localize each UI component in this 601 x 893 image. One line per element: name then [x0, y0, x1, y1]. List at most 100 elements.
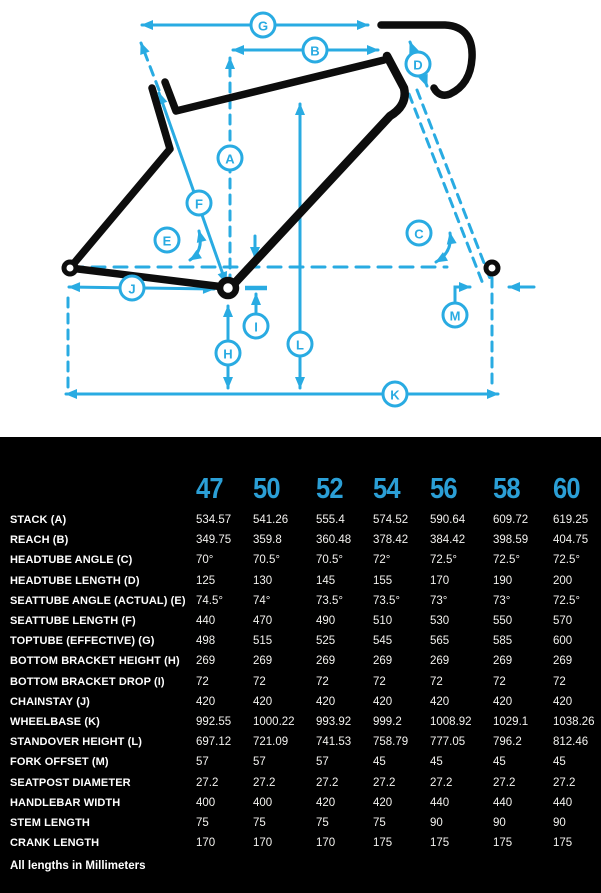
row-label: REACH (B) [10, 534, 69, 547]
cell-value: 349.75 [196, 534, 232, 547]
cell-value: 570 [553, 615, 573, 628]
cell-value: 574.52 [373, 514, 409, 527]
cell-value: 420 [373, 695, 393, 708]
marker-letter-e: E [163, 234, 172, 249]
cell-value: 269 [373, 655, 393, 668]
cell-value: 992.55 [196, 715, 232, 728]
cell-value: 600 [553, 635, 573, 648]
cell-value: 70.5° [253, 554, 280, 567]
cell-value: 269 [253, 655, 273, 668]
geometry-diagram-svg: G B A D F E C [61, 11, 536, 408]
cell-value: 72 [316, 675, 329, 688]
cell-value: 777.05 [430, 736, 466, 749]
cell-value: 72 [373, 675, 386, 688]
cell-value: 420 [196, 695, 216, 708]
cell-value: 420 [253, 695, 273, 708]
cell-value: 534.57 [196, 514, 232, 527]
marker-letter-i: I [254, 320, 258, 335]
cell-value: 515 [253, 635, 273, 648]
cell-value: 510 [373, 615, 393, 628]
size-column-header: 47 [196, 472, 224, 505]
cell-value: 73.5° [316, 594, 343, 607]
cell-value: 72.5° [553, 554, 580, 567]
cell-value: 440 [553, 796, 573, 809]
seattube-measure-f [157, 91, 228, 285]
cell-value: 170 [430, 574, 450, 587]
table-row: SEATPOST DIAMETER 27.2 27.2 27.2 27.2 27.2 27.… [10, 772, 591, 792]
marker-toptube-g: G [249, 11, 277, 39]
cell-value: 57 [253, 756, 266, 769]
cell-value: 72° [373, 554, 391, 567]
cell-value: 400 [253, 796, 273, 809]
letter-markers: G B A D F E C [118, 11, 469, 408]
marker-letter-f: F [195, 197, 203, 212]
table-row: CRANK LENGTH 170 170 170 175 175 175 175 [10, 833, 591, 853]
cell-value: 73.5° [373, 594, 400, 607]
row-label: BOTTOM BRACKET HEIGHT (H) [10, 655, 180, 668]
table-row: HEADTUBE ANGLE (C) 70° 70.5° 70.5° 72° 72.5° 7… [10, 550, 591, 570]
steering-axis-dashed-2 [415, 88, 493, 283]
cell-value: 175 [553, 837, 573, 850]
row-label: FORK OFFSET (M) [10, 756, 109, 769]
table-row: BOTTOM BRACKET DROP (I) 72 72 72 72 72 72 72 [10, 672, 591, 692]
cell-value: 269 [196, 655, 216, 668]
cell-value: 170 [316, 837, 336, 850]
marker-bbheight-h: H [214, 339, 242, 367]
table-body: STACK (A) 534.57 541.26 555.4 574.52 590.64 60… [10, 510, 595, 853]
chainstay-tube [66, 264, 228, 291]
cell-value: 498 [196, 635, 216, 648]
cell-value: 27.2 [316, 776, 339, 789]
cell-value: 72.5° [553, 594, 580, 607]
marker-headtube-length-d: D [404, 50, 432, 78]
row-label: WHEELBASE (K) [10, 715, 100, 728]
cell-value: 45 [373, 756, 386, 769]
row-label: HEADTUBE LENGTH (D) [10, 574, 140, 587]
cell-value: 541.26 [253, 514, 289, 527]
marker-letter-d: D [413, 58, 422, 73]
cell-value: 175 [373, 837, 393, 850]
headtube-angle-arc-c [434, 231, 457, 264]
cell-value: 555.4 [316, 514, 345, 527]
cell-value: 440 [196, 615, 216, 628]
table-row: STEM LENGTH 75 75 75 75 90 90 90 [10, 813, 591, 833]
table-row: FORK OFFSET (M) 57 57 57 45 45 45 45 [10, 752, 591, 772]
cell-value: 57 [316, 756, 329, 769]
cell-value: 721.09 [253, 736, 289, 749]
cell-value: 155 [373, 574, 393, 587]
row-label: SEATTUBE LENGTH (F) [10, 615, 136, 628]
marker-chainstay-j: J [118, 274, 146, 302]
cell-value: 545 [373, 635, 393, 648]
cell-value: 420 [373, 796, 393, 809]
cell-value: 269 [430, 655, 450, 668]
cell-value: 440 [493, 796, 513, 809]
cell-value: 27.2 [493, 776, 516, 789]
cell-value: 812.46 [553, 736, 589, 749]
geometry-table: 47 50 52 54 56 58 60 STACK (A) 534.57 541.26 555.… [0, 437, 601, 893]
cell-value: 70° [196, 554, 214, 567]
cell-value: 190 [493, 574, 513, 587]
cell-value: 72 [253, 675, 266, 688]
toptube [161, 56, 388, 115]
cell-value: 1038.26 [553, 715, 595, 728]
cell-value: 73° [430, 594, 448, 607]
cell-value: 72 [430, 675, 443, 688]
row-label: STANDOVER HEIGHT (L) [10, 736, 142, 749]
cell-value: 585 [493, 635, 513, 648]
cell-value: 360.48 [316, 534, 352, 547]
marker-headtube-angle-c: C [405, 219, 433, 247]
cell-value: 74.5° [196, 594, 223, 607]
marker-letter-j: J [128, 282, 135, 297]
cell-value: 45 [553, 756, 566, 769]
cell-value: 125 [196, 574, 216, 587]
cell-value: 70.5° [316, 554, 343, 567]
table-row: SEATTUBE LENGTH (F) 440 470 490 510 530 550 570 [10, 611, 591, 631]
cell-value: 27.2 [373, 776, 396, 789]
row-label: TOPTUBE (EFFECTIVE) (G) [10, 635, 155, 648]
seattube-axis-dashed [139, 41, 161, 92]
cell-value: 993.92 [316, 715, 352, 728]
cell-value: 550 [493, 615, 513, 628]
marker-letter-m: M [450, 309, 461, 324]
cell-value: 1000.22 [253, 715, 295, 728]
cell-value: 525 [316, 635, 336, 648]
